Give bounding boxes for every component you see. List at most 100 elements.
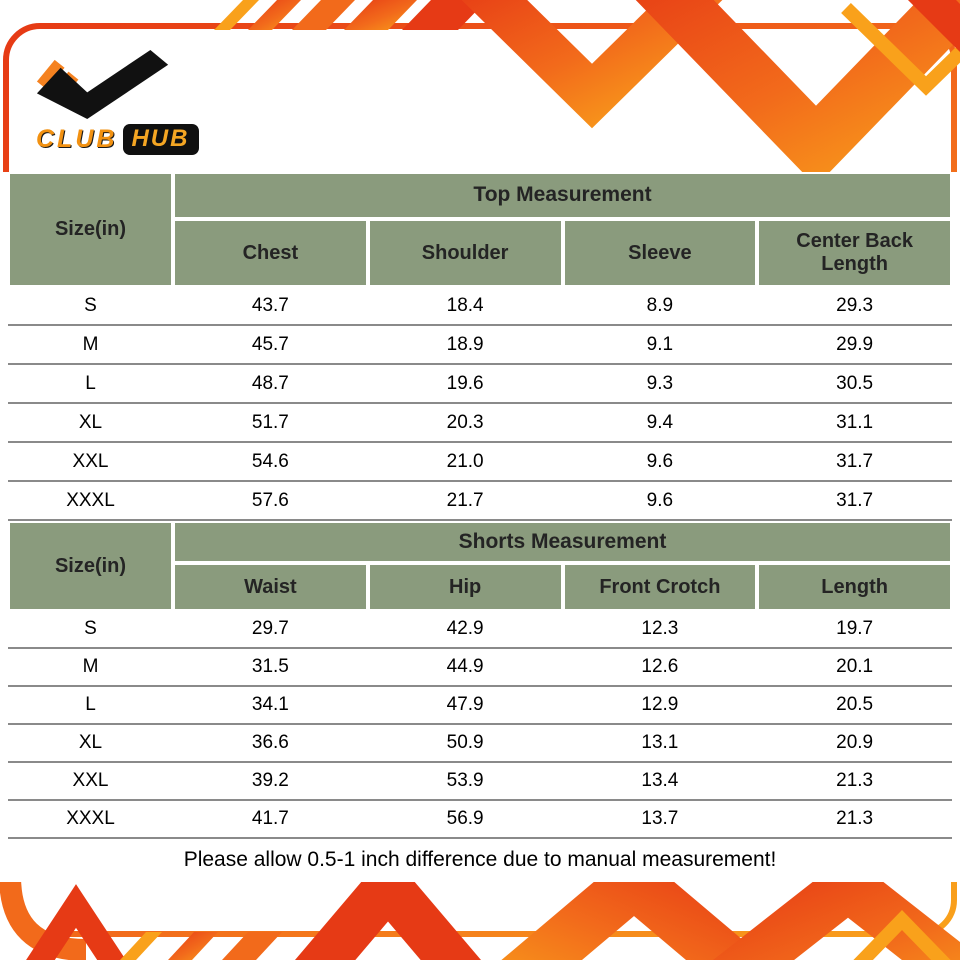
size-cell: S [84,618,97,639]
value-cell: 9.6 [646,450,674,472]
value-cell: 31.5 [251,656,289,677]
column-header-chest: Chest [173,219,368,287]
value-cell: 34.1 [251,694,289,715]
bottom-right-chevrons-decoration [294,847,960,960]
value-cell: 8.9 [646,294,674,316]
size-cell: XXXL [66,808,115,829]
size-cell: XXL [72,450,109,472]
table-row: XXL 54.6 21.0 9.6 31.7 [8,443,952,482]
top-stripes-decoration [214,0,487,30]
size-column-header: Size(in) [8,521,173,611]
bottom-left-corner-decoration [0,875,126,960]
size-cell: S [84,294,97,316]
column-header-center-back-length: Center Back Length [757,219,952,287]
brand-name-club: CLUB [36,125,118,153]
value-cell: 42.9 [446,618,484,639]
column-header-hip: Hip [367,563,563,611]
size-cell: L [85,372,96,394]
value-cell: 20.3 [446,411,484,433]
checkmark-logo-icon [36,49,169,120]
value-cell: 29.7 [251,618,289,639]
size-cell: XL [78,732,103,753]
value-cell: 13.7 [641,808,679,829]
table-row: L 34.1 47.9 12.9 20.5 [8,687,952,725]
table-row: S 29.7 42.9 12.3 19.7 [8,611,952,649]
table-row: S 43.7 18.4 8.9 29.3 [8,287,952,326]
table-body: S 43.7 18.4 8.9 29.3 M 45.7 18.9 9.1 29.9 L 48.7 19.… [8,287,952,521]
column-header-sleeve: Sleeve [562,219,758,287]
value-cell: 12.3 [641,618,679,639]
size-cell: XXL [72,770,109,791]
table-title: Top Measurement [173,172,952,219]
value-cell: 29.9 [836,333,874,355]
value-cell: 41.7 [251,808,289,829]
value-cell: 29.3 [836,294,874,316]
value-cell: 20.1 [836,656,874,677]
value-cell: 20.5 [836,694,874,715]
table-body: S 29.7 42.9 12.3 19.7 M 31.5 44.9 12.6 20.1 L 34.1 4… [8,611,952,839]
table-row: XXXL 41.7 56.9 13.7 21.3 [8,801,952,839]
measurement-note: Please allow 0.5-1 inch difference due t… [8,839,952,876]
table-row: XXL 39.2 53.9 13.4 21.3 [8,763,952,801]
value-cell: 47.9 [446,694,484,715]
shorts-measurement-table: Size(in) Shorts Measurement Waist Hip Fr… [8,521,952,839]
table-row: XXXL 57.6 21.7 9.6 31.7 [8,482,952,521]
value-cell: 9.4 [646,411,674,433]
value-cell: 44.9 [446,656,484,677]
value-cell: 56.9 [446,808,484,829]
value-cell: 51.7 [251,411,289,433]
value-cell: 9.3 [646,372,674,394]
brand-name: CLUB HUB [30,124,200,155]
value-cell: 13.1 [641,732,679,753]
top-measurement-table: Size(in) Top Measurement Chest Shoulder … [8,172,952,521]
column-header-front-crotch: Front Crotch [562,563,758,611]
brand-logo: CLUB HUB [30,48,200,155]
value-cell: 57.6 [251,489,289,511]
table-header: Size(in) Shorts Measurement Waist Hip Fr… [8,521,952,611]
table-row: M 31.5 44.9 12.6 20.1 [8,649,952,687]
value-cell: 54.6 [251,450,289,472]
value-cell: 12.6 [641,656,679,677]
value-cell: 18.4 [446,294,484,316]
value-cell: 21.0 [446,450,484,472]
table-row: L 48.7 19.6 9.3 30.5 [8,365,952,404]
size-cell: L [85,694,96,715]
size-cell: M [82,656,99,677]
value-cell: 48.7 [251,372,289,394]
value-cell: 19.7 [836,618,874,639]
table-row: XL 36.6 50.9 13.1 20.9 [8,725,952,763]
column-header-length: Length [757,563,952,611]
table-title: Shorts Measurement [173,521,952,563]
value-cell: 13.4 [641,770,679,791]
size-chart-content: Size(in) Top Measurement Chest Shoulder … [0,172,960,882]
value-cell: 50.9 [446,732,484,753]
brand-name-hub: HUB [123,124,200,155]
value-cell: 9.1 [646,333,674,355]
size-column-header: Size(in) [8,172,173,287]
size-cell: XXXL [66,489,115,511]
top-right-chevrons-decoration [461,0,960,187]
size-cell: XL [78,411,103,433]
value-cell: 31.1 [836,411,874,433]
value-cell: 39.2 [251,770,289,791]
value-cell: 36.6 [251,732,289,753]
size-cell: M [82,333,99,355]
value-cell: 21.3 [836,808,874,829]
value-cell: 31.7 [836,489,874,511]
value-cell: 20.9 [836,732,874,753]
value-cell: 45.7 [251,333,289,355]
value-cell: 9.6 [646,489,674,511]
value-cell: 21.7 [446,489,484,511]
column-header-waist: Waist [173,563,368,611]
bottom-stripes-decoration [120,932,282,960]
value-cell: 19.6 [446,372,484,394]
table-header: Size(in) Top Measurement Chest Shoulder … [8,172,952,287]
value-cell: 21.3 [836,770,874,791]
value-cell: 30.5 [836,372,874,394]
value-cell: 18.9 [446,333,484,355]
table-row: XL 51.7 20.3 9.4 31.1 [8,404,952,443]
table-row: M 45.7 18.9 9.1 29.9 [8,326,952,365]
column-header-shoulder: Shoulder [367,219,563,287]
value-cell: 12.9 [641,694,679,715]
value-cell: 53.9 [446,770,484,791]
